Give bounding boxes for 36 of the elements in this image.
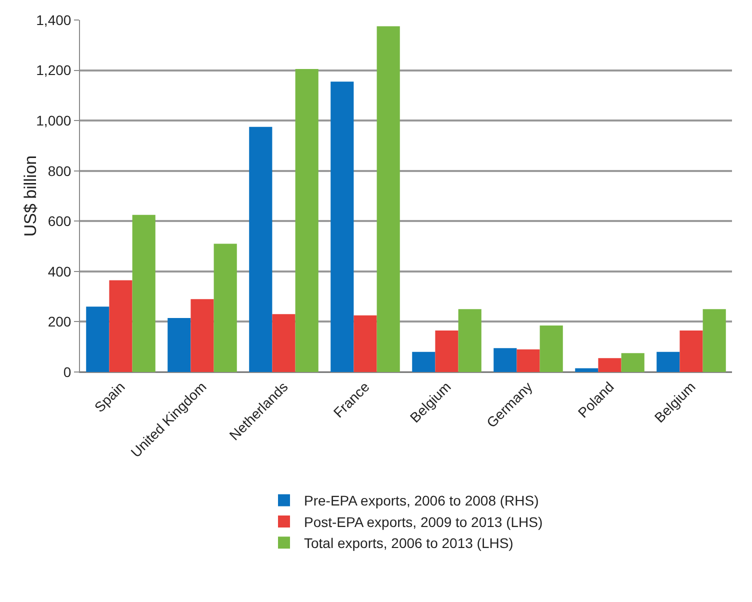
bar bbox=[86, 306, 110, 372]
bar bbox=[656, 352, 680, 372]
bar bbox=[575, 368, 598, 372]
bar bbox=[680, 330, 703, 372]
y-tick-label: 600 bbox=[48, 213, 72, 230]
bar bbox=[132, 214, 156, 372]
bar bbox=[214, 244, 237, 372]
y-tick-label: 1,000 bbox=[36, 112, 72, 128]
y-tick-label: 1,400 bbox=[36, 12, 72, 28]
bar bbox=[354, 315, 377, 372]
y-tick-label: 400 bbox=[48, 263, 72, 280]
bar bbox=[702, 309, 726, 372]
bar bbox=[249, 126, 272, 372]
bar bbox=[598, 358, 622, 372]
bar bbox=[516, 349, 540, 372]
bar bbox=[190, 299, 214, 372]
bar bbox=[376, 26, 400, 372]
bar bbox=[272, 314, 296, 372]
y-tick-label: 0 bbox=[63, 364, 72, 380]
legend-label: Post-EPA exports, 2009 to 2013 (LHS) bbox=[304, 514, 543, 530]
y-axis-title: US$ billion bbox=[21, 155, 40, 237]
bar bbox=[412, 352, 436, 372]
y-tick-label: 200 bbox=[48, 314, 72, 330]
bar bbox=[168, 318, 191, 372]
y-tick-label: 800 bbox=[48, 162, 72, 179]
legend-label: Total exports, 2006 to 2013 (LHS) bbox=[304, 535, 514, 552]
bar bbox=[540, 325, 563, 372]
bar bbox=[435, 330, 458, 372]
bar bbox=[330, 82, 354, 372]
bar bbox=[494, 348, 517, 372]
bar bbox=[295, 69, 318, 372]
legend-label: Pre-EPA exports, 2006 to 2008 (RHS) bbox=[304, 492, 539, 509]
bar bbox=[458, 309, 482, 372]
bar bbox=[621, 353, 644, 372]
bar bbox=[109, 280, 132, 372]
y-tick-label: 1,200 bbox=[36, 62, 72, 78]
